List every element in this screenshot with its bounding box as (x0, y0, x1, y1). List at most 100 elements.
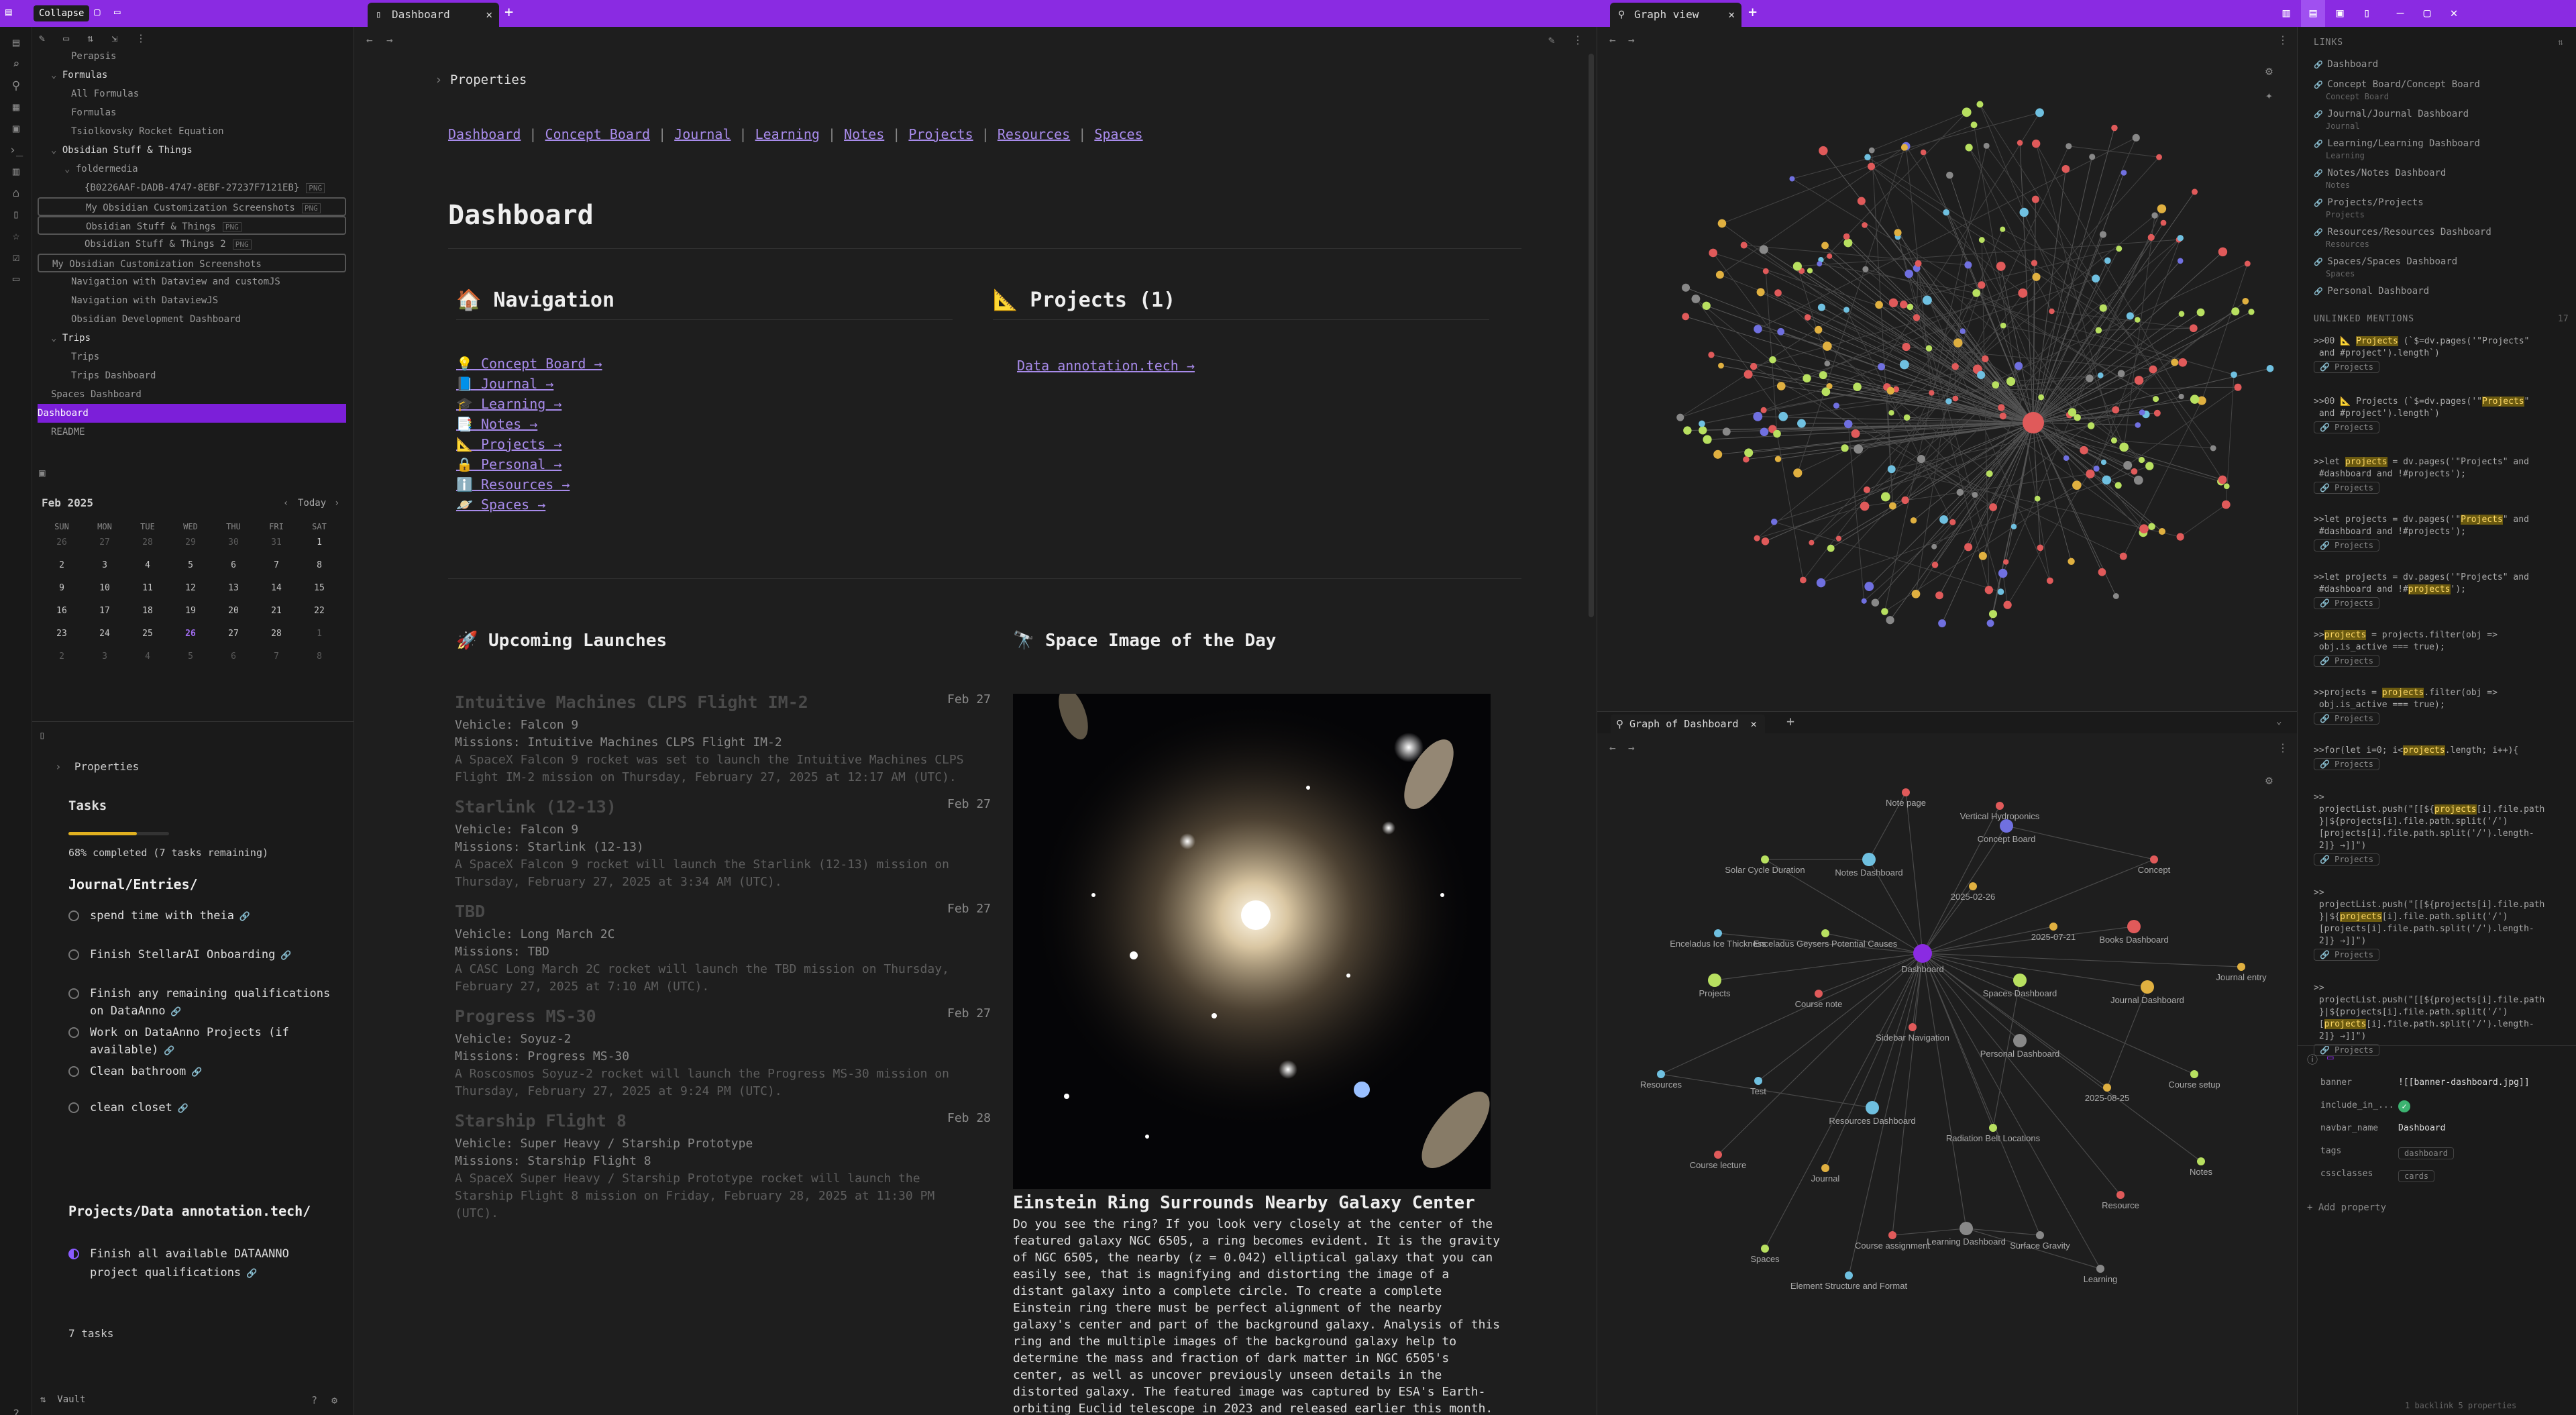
graph-node[interactable] (1857, 197, 1866, 205)
graph-node[interactable] (2244, 260, 2251, 267)
nav-link[interactable]: Journal (674, 126, 731, 142)
link-mention-button[interactable]: 🔗 Projects (2314, 361, 2379, 373)
graph-node[interactable] (1886, 386, 1895, 395)
graph-node[interactable] (1816, 578, 1826, 588)
graph-node[interactable] (2111, 124, 2118, 132)
graph-node[interactable] (2158, 528, 2166, 535)
link-icon[interactable]: 🔗 (186, 1067, 203, 1078)
graph-node[interactable] (2148, 523, 2155, 531)
link-icon[interactable]: 🔗 (241, 1269, 258, 1279)
graph-node[interactable] (1797, 419, 1806, 428)
graph-node[interactable] (1986, 470, 1993, 478)
graph-node[interactable] (2037, 544, 2044, 552)
file-tree-item[interactable]: My Obsidian Customization Screenshots (38, 254, 346, 272)
graph-node[interactable] (1777, 327, 1785, 335)
graph-node[interactable] (2013, 974, 2027, 987)
graph-node[interactable] (1789, 176, 1795, 182)
graph-node[interactable] (1953, 338, 1963, 348)
settings-icon[interactable]: ⚙ (2265, 64, 2273, 78)
graph-node[interactable] (1939, 515, 1948, 524)
calendar-day[interactable]: 1 (317, 629, 322, 639)
graph-node[interactable] (2134, 376, 2144, 385)
graph-node[interactable] (1992, 381, 2000, 389)
task-checkbox[interactable] (68, 1027, 79, 1038)
graph-node[interactable] (1841, 444, 1849, 452)
link-mention-button[interactable]: 🔗 Projects (2314, 539, 2379, 552)
graph-node[interactable] (1868, 147, 1875, 154)
back-icon[interactable]: ← (366, 34, 373, 46)
graph-node[interactable] (1833, 403, 1839, 409)
graph-node[interactable] (1962, 107, 1972, 117)
graph-node[interactable] (2015, 362, 2023, 370)
graph-node[interactable] (1754, 325, 1762, 333)
graph-node[interactable] (1714, 1151, 1722, 1159)
graph-node[interactable] (2121, 170, 2127, 176)
help-icon[interactable]: ? (12, 1408, 20, 1415)
graph-node[interactable] (1998, 568, 2008, 578)
graph-node[interactable] (2031, 195, 2039, 203)
star-icon[interactable]: ☆ (12, 229, 20, 243)
collapse-all-icon[interactable]: ⇲ (111, 32, 118, 44)
graph-node[interactable] (2099, 304, 2107, 312)
graph-node[interactable] (1878, 363, 1886, 371)
right-sidebar-icon[interactable]: ▤ (2301, 0, 2325, 27)
calendar-next-icon[interactable]: › (334, 498, 340, 509)
graph-node[interactable] (1986, 619, 1994, 627)
tag-icon[interactable]: ⌂ (12, 187, 20, 200)
graph-node[interactable] (1997, 588, 2004, 595)
graph-node[interactable] (1931, 562, 1939, 568)
file-tree-item[interactable]: ⌄ Obsidian Stuff & Things (38, 141, 346, 160)
launch-name[interactable]: Progress MS-30 (455, 1006, 596, 1026)
navigation-link[interactable]: 📐 Projects → (456, 436, 562, 452)
task-checkbox[interactable] (68, 988, 79, 999)
graph-node[interactable] (2049, 923, 2057, 931)
calendar-day[interactable]: 27 (99, 537, 110, 547)
graph-node[interactable] (2178, 393, 2184, 400)
file-tree-item[interactable]: Dashboard (38, 404, 346, 423)
graph-node[interactable] (1699, 420, 1705, 427)
graph-node[interactable] (1880, 492, 1890, 502)
graph-node[interactable] (1819, 371, 1827, 380)
graph-node[interactable] (1776, 382, 1786, 390)
graph-node[interactable] (1984, 586, 1994, 594)
calendar-day[interactable]: 19 (185, 606, 196, 616)
info-icon[interactable]: ⓘ (2307, 1053, 2318, 1066)
graph-node[interactable] (2190, 1070, 2198, 1078)
graph-node[interactable] (1864, 154, 1871, 160)
graph-node[interactable] (1709, 248, 1718, 258)
file-tree-item[interactable]: Trips (38, 348, 346, 366)
graph-node[interactable] (2003, 600, 2012, 609)
navigation-link[interactable]: 📑 Notes → (456, 416, 538, 432)
property-key[interactable]: navbar_name (2320, 1123, 2379, 1133)
bookmark-icon[interactable]: ▯ (2363, 6, 2371, 20)
graph-node[interactable] (1888, 502, 1896, 510)
link-mention-button[interactable]: 🔗 Projects (2314, 482, 2379, 494)
graph-node[interactable] (2131, 468, 2138, 475)
split-icon[interactable]: ▥ (2282, 6, 2290, 20)
link-mention-button[interactable]: 🔗 Projects (2314, 949, 2379, 961)
graph-node[interactable] (2017, 140, 2023, 146)
graph-node[interactable] (1866, 1101, 1879, 1114)
graph-node[interactable] (2178, 358, 2188, 367)
graph-node[interactable] (1753, 411, 1763, 421)
graph-node[interactable] (1826, 383, 1833, 390)
file-tree-item[interactable]: All Formulas (38, 85, 346, 103)
calendar-day[interactable]: 14 (271, 583, 282, 593)
graph-node[interactable] (1943, 209, 1950, 216)
file-tree-item[interactable]: Tsiolkovsky Rocket Equation (38, 122, 346, 141)
graph-node[interactable] (1821, 1164, 1829, 1172)
graph-node[interactable] (1702, 301, 1711, 310)
graph-node[interactable] (1904, 269, 1913, 278)
graph-node[interactable] (1691, 295, 1701, 303)
outgoing-link[interactable]: 🔗 Personal Dashboard (2314, 284, 2569, 299)
link-icon[interactable]: 🔗 (158, 1046, 175, 1056)
navigation-link[interactable]: 🪐 Spaces → (456, 496, 546, 513)
tab-graph-view[interactable]: ⚲ Graph view ✕ (1610, 3, 1741, 27)
graph-node[interactable] (2197, 1157, 2205, 1165)
graph-node[interactable] (1863, 486, 1870, 493)
graph-node[interactable] (2034, 495, 2041, 502)
link-mention-button[interactable]: 🔗 Projects (2314, 713, 2379, 725)
close-icon[interactable]: ✕ (1728, 8, 1735, 21)
close-icon[interactable]: ✕ (1750, 718, 1757, 730)
graph-node[interactable] (1819, 146, 1828, 156)
